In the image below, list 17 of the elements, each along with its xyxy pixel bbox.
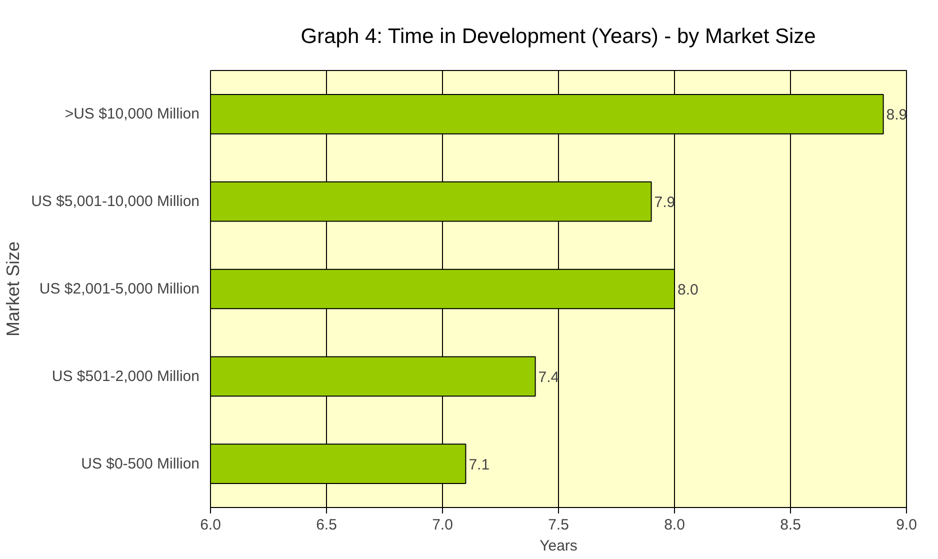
y-tick-label: US $2,001-5,000 Million <box>39 280 200 298</box>
chart-title: Graph 4: Time in Development (Years) - by Market Size <box>300 25 816 48</box>
y-tick-label: US $5,001-10,000 Million <box>31 193 200 210</box>
x-tick-label: 7.5 <box>548 516 569 534</box>
x-tick-label: 6.5 <box>316 516 337 534</box>
x-axis-title: Years <box>540 538 578 554</box>
x-tick-label: 8.0 <box>664 516 685 534</box>
x-tick-label: 7.0 <box>432 516 453 534</box>
y-axis-title: Market Size <box>3 241 24 337</box>
x-tick-label: 9.0 <box>896 516 917 534</box>
x-tick-label: 8.5 <box>780 516 801 534</box>
data-label: 8.0 <box>678 282 698 298</box>
data-label: 7.1 <box>468 456 490 474</box>
y-tick-label: US $0-500 Million <box>81 455 200 472</box>
y-tick-label: >US $10,000 Million <box>64 106 200 123</box>
y-tick-label: US $501-2,000 Million <box>52 368 200 385</box>
x-tick-label: 6.0 <box>200 516 221 534</box>
